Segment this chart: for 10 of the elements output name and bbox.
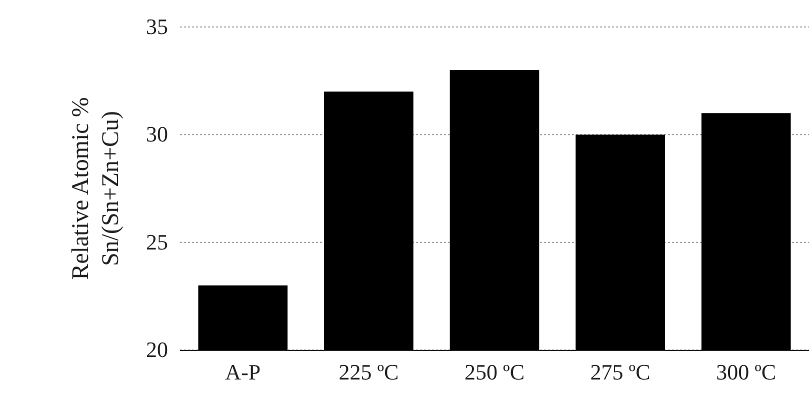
y-tick-label: 30 bbox=[146, 122, 168, 147]
x-tick-label: 250 ºC bbox=[464, 360, 524, 385]
x-tick-label: 275 ºC bbox=[590, 360, 650, 385]
y-tick-label: 25 bbox=[146, 229, 168, 254]
x-tick-label: 300 ºC bbox=[716, 360, 776, 385]
x-tick-label: 225 ºC bbox=[338, 360, 399, 385]
y-tick-label: 20 bbox=[146, 337, 168, 362]
y-axis-title: Relative Atomic % Sn/(Sn+Zn+Cu) bbox=[68, 97, 124, 280]
x-tick-label: A-P bbox=[225, 360, 261, 385]
y-tick-label: 35 bbox=[146, 14, 168, 40]
